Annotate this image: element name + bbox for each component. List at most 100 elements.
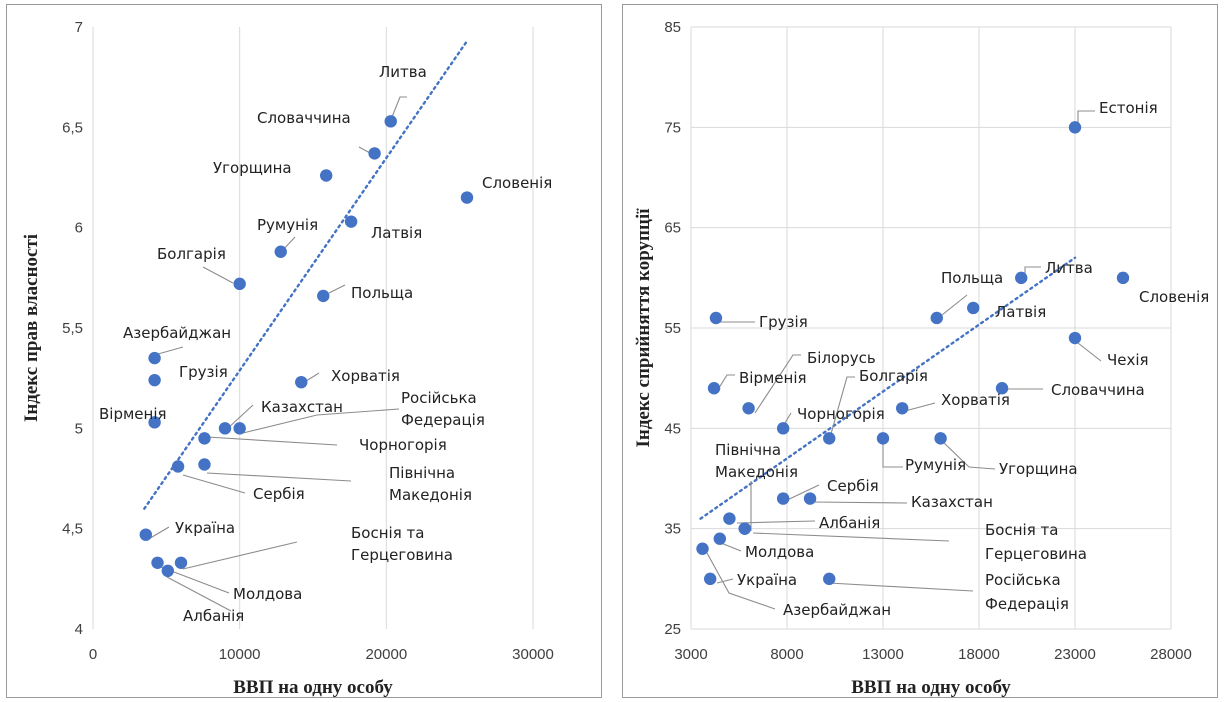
data-point xyxy=(460,191,474,204)
leader-line xyxy=(226,404,254,430)
data-label: Чехія xyxy=(1107,351,1149,369)
data-label: Білорусь xyxy=(807,349,876,367)
leader-line xyxy=(828,376,855,442)
data-point xyxy=(967,301,980,315)
data-point xyxy=(707,382,721,395)
data-point xyxy=(174,556,188,569)
data-label-line: Естонія xyxy=(1099,99,1158,117)
data-label-line: Македонія xyxy=(389,486,472,504)
data-label-line: Боснія та xyxy=(985,521,1058,539)
data-point xyxy=(776,422,790,435)
data-label-line: Угорщина xyxy=(213,159,292,177)
data-label-line: Латвія xyxy=(995,303,1046,321)
data-label: Казахстан xyxy=(261,398,343,416)
leader-line xyxy=(1077,110,1095,127)
leader-line xyxy=(904,402,936,412)
y-tick-label: 65 xyxy=(664,220,681,237)
leader-line xyxy=(812,501,908,504)
data-label: Грузія xyxy=(759,313,808,331)
data-label-line: Казахстан xyxy=(911,493,993,511)
data-label-line: Україна xyxy=(175,519,235,537)
data-label: Румунія xyxy=(257,216,318,234)
data-label-line: Словенія xyxy=(482,174,552,192)
x-axis-title: ВВП на одну особу xyxy=(851,677,1011,698)
data-label: Польща xyxy=(941,269,1003,287)
data-point xyxy=(198,458,211,471)
data-label: Сербія xyxy=(827,477,879,495)
y-tick-label: 4,5 xyxy=(62,521,83,538)
data-point xyxy=(148,373,161,387)
data-point xyxy=(161,564,174,578)
data-label: Україна xyxy=(737,571,797,589)
data-label: Словаччина xyxy=(1051,381,1145,399)
data-label-line: Грузія xyxy=(179,363,228,381)
data-point xyxy=(233,277,246,291)
data-label: Угорщина xyxy=(999,460,1078,478)
leader-line xyxy=(1077,342,1102,362)
leader-line xyxy=(752,532,950,542)
leader-line xyxy=(754,354,801,414)
data-label-line: Герцеговина xyxy=(351,546,453,564)
x-tick-label: 3000 xyxy=(674,646,707,663)
data-label-line: Азербайджан xyxy=(783,601,891,619)
data-label-line: Словенія xyxy=(1139,288,1209,306)
data-point xyxy=(218,422,232,435)
data-label: Молдова xyxy=(745,543,814,561)
y-tick-label: 85 xyxy=(664,19,681,36)
data-point xyxy=(704,572,717,586)
y-tick-label: 5,5 xyxy=(62,320,83,337)
data-point xyxy=(198,432,211,445)
data-point xyxy=(713,532,726,545)
x-tick-label: 28000 xyxy=(1150,646,1192,663)
x-tick-label: 30000 xyxy=(512,646,554,663)
y-tick-label: 25 xyxy=(664,621,681,638)
data-label: Грузія xyxy=(179,363,228,381)
data-point xyxy=(274,245,287,258)
leader-line xyxy=(328,284,346,294)
x-tick-label: 18000 xyxy=(958,646,1000,663)
data-label: Російська Федерація xyxy=(401,389,485,429)
chart-corruption-vs-gdp: 3000 8000 13000 18000 23000 28000 25 35 45 55 65 75… xyxy=(633,19,1209,698)
data-label-line: Румунія xyxy=(257,216,318,234)
data-label-line: Російська xyxy=(985,571,1061,589)
leader-line xyxy=(206,436,338,446)
leader-line xyxy=(358,146,371,154)
y-tick-label: 7 xyxy=(75,19,83,36)
data-point xyxy=(738,522,751,535)
y-tick-label: 6 xyxy=(75,220,83,237)
data-label-line: Чорногорія xyxy=(797,405,885,423)
data-label-line: Герцеговина xyxy=(985,545,1087,563)
data-label: Польща xyxy=(351,284,413,302)
data-label-line: Азербайджан xyxy=(123,324,231,342)
data-label: Литва xyxy=(379,63,427,81)
leader-line xyxy=(720,542,742,552)
data-label-line: Болгарія xyxy=(859,367,928,385)
data-point xyxy=(876,432,890,445)
y-tick-label: 4 xyxy=(75,621,83,638)
data-label: Албанія xyxy=(819,514,880,532)
data-label: Азербайджан xyxy=(123,324,231,342)
leader-line xyxy=(182,541,298,570)
data-label: Чорногорія xyxy=(797,405,885,423)
data-label-line: Литва xyxy=(379,63,427,81)
x-axis-title: ВВП на одну особу xyxy=(233,677,393,698)
data-label-line: Болгарія xyxy=(157,245,226,263)
data-point xyxy=(803,492,817,505)
data-label-line: Грузія xyxy=(759,313,808,331)
data-point xyxy=(1116,271,1130,285)
x-tick-label: 8000 xyxy=(770,646,803,663)
data-label-line: Словаччина xyxy=(1051,381,1145,399)
leader-line xyxy=(1024,266,1041,277)
data-label: Словенія xyxy=(482,174,552,192)
x-tick-label: 20000 xyxy=(365,646,407,663)
data-label-line: Литва xyxy=(1045,259,1093,277)
data-point xyxy=(709,311,723,325)
data-label: Вірменія xyxy=(99,405,167,423)
y-tick-label: 6,5 xyxy=(62,119,83,136)
data-label-line: Російська xyxy=(401,389,477,407)
data-label-line: Румунія xyxy=(905,456,966,474)
leader-line xyxy=(882,442,903,468)
data-label: Північна Македонія xyxy=(389,464,472,504)
data-label: Чорногорія xyxy=(359,436,447,454)
data-label: Казахстан xyxy=(911,493,993,511)
